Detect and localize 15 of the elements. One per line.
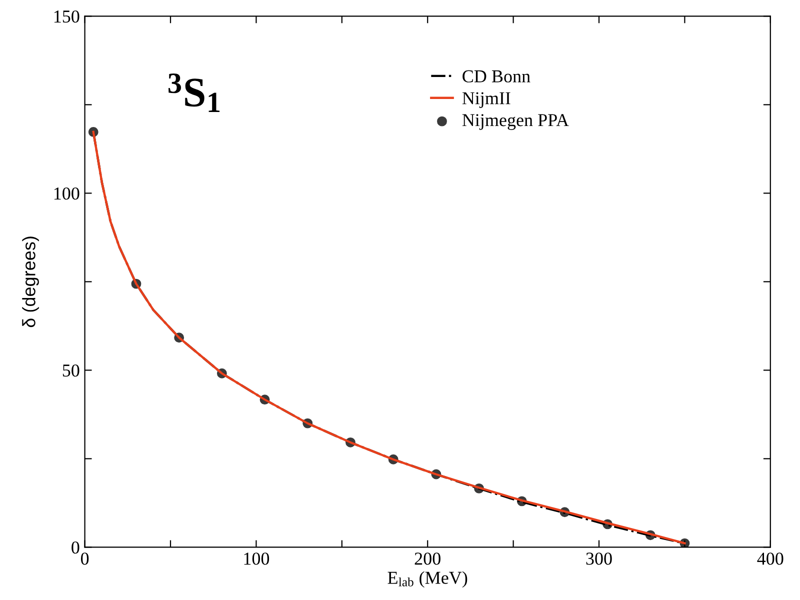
x-tick-label: 0 <box>80 552 89 565</box>
legend-label: CD Bonn <box>462 70 530 82</box>
legend-label: Nijmegen PPA <box>462 114 569 130</box>
y-axis-title: δ (degrees) <box>22 236 39 328</box>
y-tick-label: 0 <box>72 541 80 554</box>
x-tick-label: 200 <box>414 552 440 565</box>
y-tick-label: 50 <box>62 364 80 377</box>
x-tick-label: 100 <box>244 552 270 565</box>
x-tick-label: 300 <box>586 552 612 565</box>
y-tick-label: 100 <box>54 187 80 200</box>
legend-label: NijmII <box>462 92 510 108</box>
y-tick-label: 150 <box>54 10 80 23</box>
x-tick-label: 400 <box>757 552 784 565</box>
x-axis-title: E$_{lab}$ (MeV) <box>388 571 468 588</box>
annotation: $^{3}$S$_{1}$ <box>168 74 220 112</box>
